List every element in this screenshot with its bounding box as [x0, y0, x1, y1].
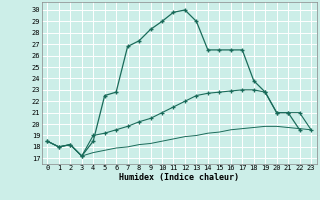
- X-axis label: Humidex (Indice chaleur): Humidex (Indice chaleur): [119, 173, 239, 182]
